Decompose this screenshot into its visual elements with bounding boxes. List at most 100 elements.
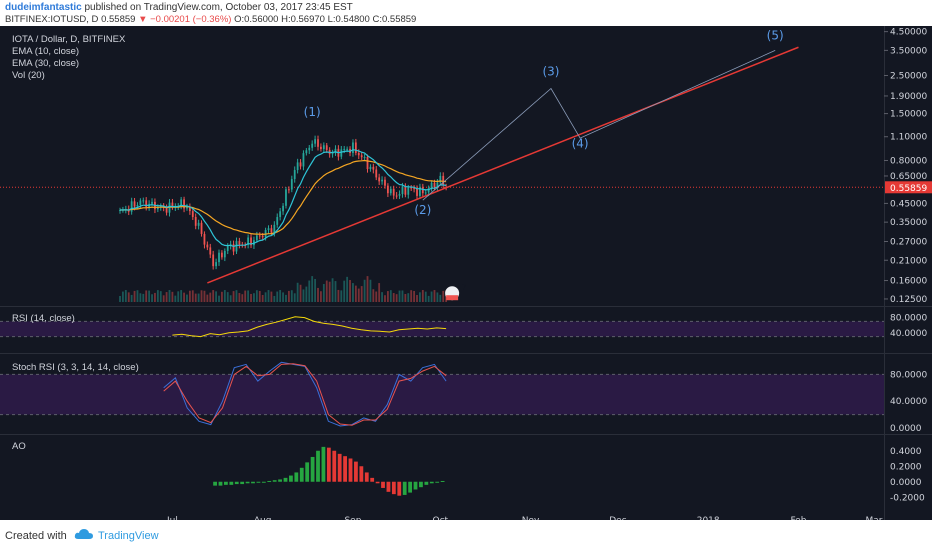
- candle-body: [206, 244, 209, 248]
- candle-body: [322, 145, 325, 150]
- ao-bar: [224, 481, 228, 485]
- ao-bar: [245, 481, 250, 484]
- change-value: −0.00201 (−0.36%): [150, 14, 232, 25]
- tradingview-cloud-icon[interactable]: [74, 528, 94, 540]
- candle-body: [282, 205, 284, 212]
- candle-body: [139, 200, 142, 206]
- price-tick-label: 1.90000: [890, 92, 927, 102]
- candle-body: [212, 254, 215, 267]
- candle-body: [194, 216, 197, 226]
- volume-bar: [419, 292, 421, 302]
- candle-body: [183, 199, 185, 209]
- candle-body: [308, 147, 311, 151]
- candle-body: [293, 170, 296, 180]
- pane-divider: [0, 306, 932, 307]
- price-tick-label: 0.80000: [890, 156, 927, 166]
- volume-bar: [127, 292, 130, 302]
- volume-bar: [346, 276, 349, 302]
- volume-bar: [404, 293, 407, 302]
- candle-body: [159, 205, 162, 208]
- pane-divider: [0, 353, 932, 354]
- volume-bar: [308, 280, 311, 302]
- created-with-text: Created with: [5, 530, 67, 542]
- tradingview-brand-link[interactable]: TradingView: [98, 530, 159, 542]
- volume-bar: [328, 281, 331, 302]
- ao-bar: [326, 447, 331, 482]
- candle-body: [171, 202, 174, 208]
- ao-bar: [381, 481, 385, 488]
- ao-bar: [267, 480, 272, 482]
- candle-body: [331, 153, 334, 155]
- candle-body: [416, 188, 418, 196]
- volume-bar: [197, 293, 200, 302]
- volume-bar: [305, 286, 308, 302]
- volume-bar: [398, 290, 401, 302]
- candle-body: [133, 201, 136, 207]
- volume-bar: [314, 278, 316, 302]
- ema30-line: [120, 159, 447, 236]
- volume-bar: [334, 281, 337, 302]
- candle-body: [276, 217, 279, 225]
- chart-area[interactable]: 4.50000 3.50000 2.50000 1.90000 1.50000 1.100…: [0, 26, 932, 520]
- ao-bar: [316, 450, 320, 482]
- volume-bar: [122, 291, 124, 302]
- ao-tick-label: 0.4000: [890, 447, 922, 457]
- published-text: published on TradingView.com, October 03…: [84, 2, 353, 13]
- price-tick-label: 1.50000: [890, 110, 927, 120]
- ao-bar: [413, 481, 418, 490]
- candle-body: [180, 199, 183, 207]
- ao-bar: [256, 481, 261, 483]
- ao-histogram: [213, 446, 445, 496]
- candle-body: [407, 187, 410, 195]
- candle-body: [395, 195, 398, 197]
- volume-bar: [311, 276, 314, 302]
- volume-bar: [183, 292, 185, 302]
- volume-bar: [273, 295, 276, 302]
- volume-bar: [174, 295, 177, 302]
- time-tick-label: Nov: [522, 516, 540, 520]
- volume-bar: [436, 292, 439, 302]
- price-tick-label: 0.16000: [890, 277, 927, 287]
- symbol-ohlc-line: BITFINEX:IOTUSD, D 0.55859 ▼ −0.00201 (−…: [5, 14, 416, 25]
- chart-svg[interactable]: 4.50000 3.50000 2.50000 1.90000 1.50000 1.100…: [0, 26, 932, 520]
- volume-bar: [282, 292, 284, 302]
- volume-bar: [124, 290, 127, 302]
- last-price-label: 0.55859: [890, 184, 927, 194]
- volume-bar: [244, 290, 247, 302]
- candle-body: [325, 145, 328, 150]
- volume-bar: [229, 295, 232, 302]
- candle-body: [419, 187, 421, 196]
- ao-bar: [359, 466, 364, 482]
- volume-bar: [241, 294, 244, 302]
- ao-bar: [332, 450, 337, 482]
- volume-bar: [395, 294, 398, 302]
- volume-bar: [258, 290, 261, 302]
- volume-bar: [139, 293, 142, 302]
- candle-body: [392, 188, 395, 196]
- volume-bar: [232, 291, 235, 302]
- volume-bar: [287, 290, 290, 302]
- candle-body: [305, 150, 308, 154]
- event-badge-count: 7: [462, 283, 467, 292]
- volume-bar: [381, 292, 383, 302]
- volume-bar: [343, 280, 346, 302]
- candle-body: [436, 182, 439, 188]
- volume-bar: [401, 290, 404, 302]
- candle-body: [273, 224, 276, 233]
- last-value: 0.55859: [101, 14, 136, 25]
- volume-bar: [221, 291, 223, 302]
- volume-bar: [250, 293, 252, 302]
- author-link[interactable]: dudeimfantastic: [5, 2, 82, 13]
- time-tick-label: 2018: [697, 516, 720, 520]
- ao-bar: [435, 481, 440, 483]
- volume-bar: [369, 279, 372, 302]
- wave-label: (4): [572, 137, 589, 151]
- candle-body: [357, 152, 360, 156]
- candle-body: [401, 186, 404, 195]
- ao-bar: [278, 479, 282, 482]
- footer: Created with TradingView: [0, 520, 932, 550]
- candle-body: [151, 201, 153, 204]
- candle-body: [255, 235, 258, 241]
- ao-bar: [364, 472, 369, 482]
- candle-body: [188, 207, 191, 212]
